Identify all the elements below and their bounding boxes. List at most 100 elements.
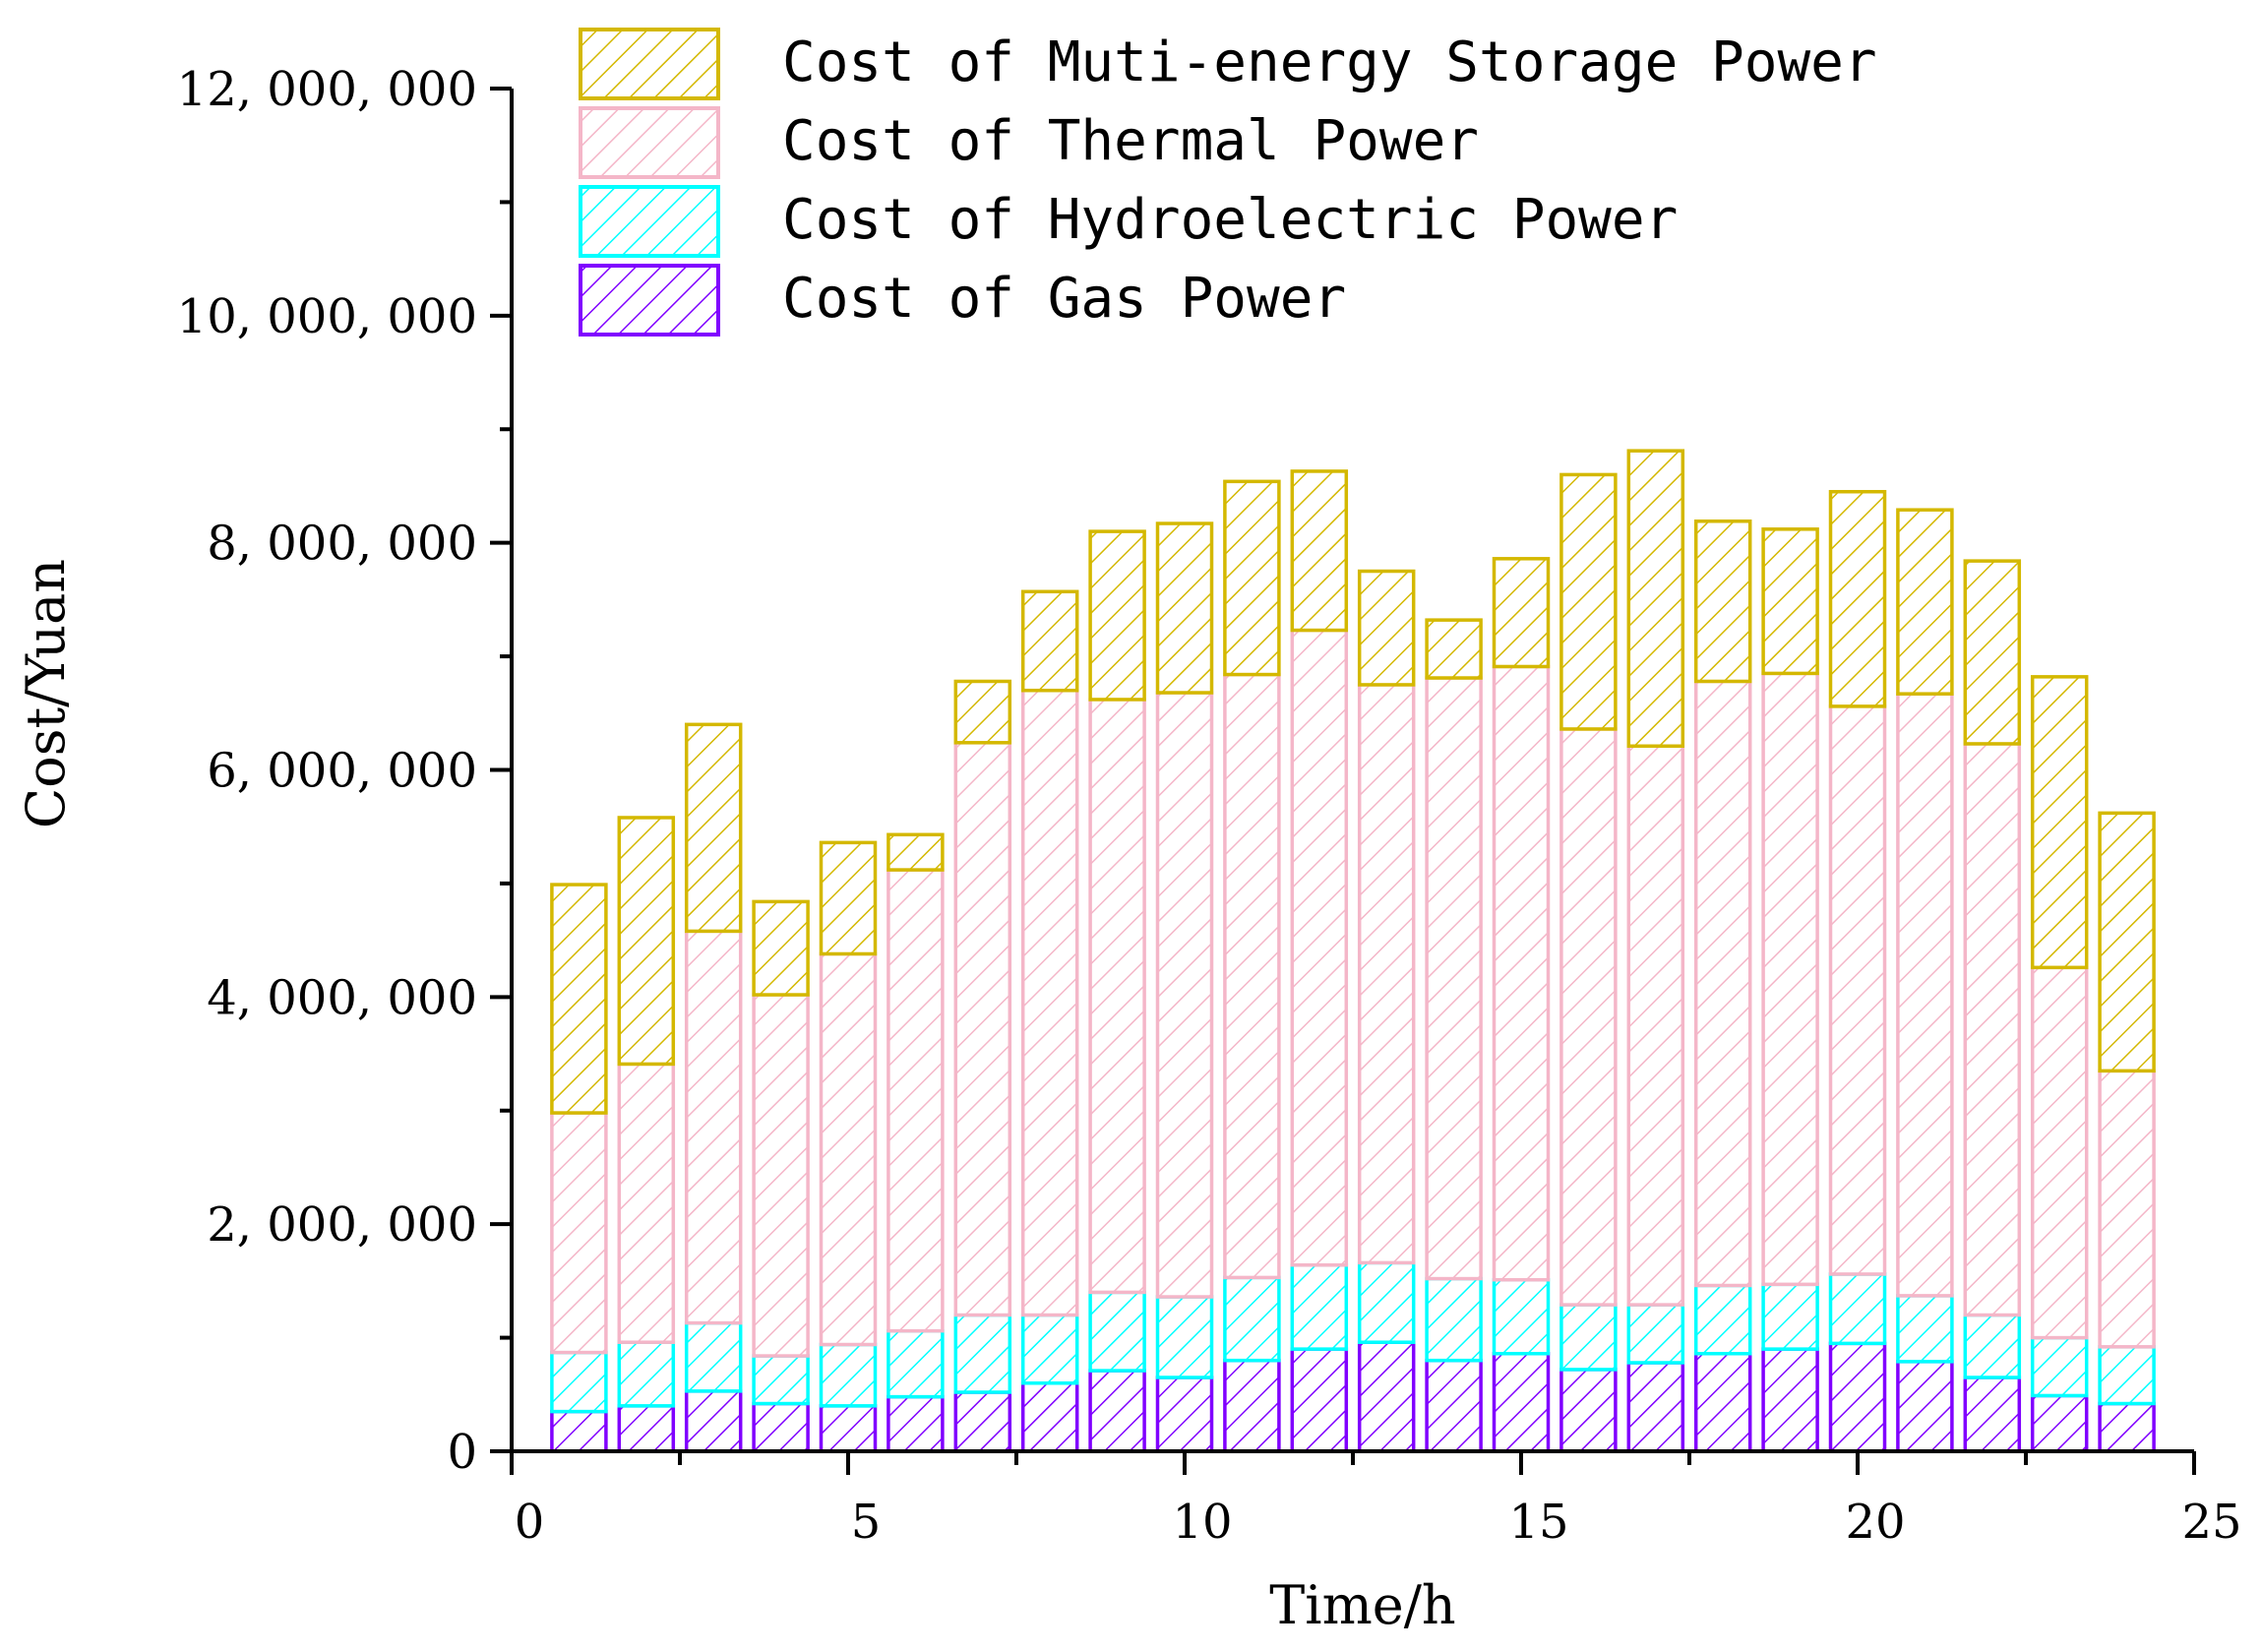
bar-cost-of-gas-powerh12 xyxy=(1290,1347,1349,1453)
x-axis-title: Time/h xyxy=(1269,1574,1455,1636)
bar-cost-of-gas-powerh3 xyxy=(684,1389,743,1453)
bar-cost-of-gas-powerh13 xyxy=(1357,1340,1416,1453)
bar-cost-of-muti-energy-storage-powerh21 xyxy=(1896,508,1954,696)
y-axis-title: Cost/Yuan xyxy=(15,559,77,828)
bar-cost-of-hydroelectric-powerh15 xyxy=(1492,1277,1551,1356)
bar-cost-of-hydroelectric-powerh6 xyxy=(886,1328,945,1399)
bar-cost-of-muti-energy-storage-powerh22 xyxy=(1963,559,2022,746)
bar-cost-of-gas-powerh1 xyxy=(550,1409,608,1453)
bar-cost-of-hydroelectric-powerh9 xyxy=(1088,1290,1146,1373)
bar-cost-of-muti-energy-storage-powerh3 xyxy=(684,722,743,934)
bar-cost-of-hydroelectric-powerh10 xyxy=(1155,1295,1214,1379)
bar-cost-of-hydroelectric-powerh20 xyxy=(1828,1272,1887,1346)
bar-cost-of-thermal-powerh14 xyxy=(1425,676,1483,1281)
x-tick-label: 25 xyxy=(2181,1495,2241,1550)
bar-cost-of-gas-powerh2 xyxy=(617,1404,676,1453)
bar-cost-of-muti-energy-storage-powerh4 xyxy=(752,899,810,997)
bar-cost-of-hydroelectric-powerh1 xyxy=(550,1350,608,1414)
bar-cost-of-muti-energy-storage-powerh16 xyxy=(1559,472,1618,731)
bar-cost-of-thermal-powerh9 xyxy=(1088,698,1146,1295)
bar-cost-of-muti-energy-storage-powerh2 xyxy=(617,816,676,1067)
bar-cost-of-hydroelectric-powerh11 xyxy=(1223,1275,1281,1363)
bar-cost-of-muti-energy-storage-powerh13 xyxy=(1357,569,1416,687)
y-tick-label: 8, 000, 000 xyxy=(207,517,477,572)
bar-cost-of-muti-energy-storage-powerh19 xyxy=(1761,527,1819,676)
bar-cost-of-muti-energy-storage-powerh18 xyxy=(1693,519,1752,684)
bar-cost-of-hydroelectric-powerh13 xyxy=(1357,1260,1416,1344)
legend-label: Cost of Muti-energy Storage Power xyxy=(782,31,1877,94)
bar-cost-of-gas-powerh24 xyxy=(2098,1401,2156,1453)
bar-cost-of-muti-energy-storage-powerh24 xyxy=(2098,811,2156,1073)
x-tick-label: 5 xyxy=(851,1495,882,1550)
bar-cost-of-hydroelectric-powerh4 xyxy=(752,1354,810,1406)
bar-cost-of-gas-powerh4 xyxy=(752,1401,810,1453)
bar-cost-of-hydroelectric-powerh12 xyxy=(1290,1262,1349,1351)
y-tick-label: 10, 000, 000 xyxy=(177,289,477,344)
bar-cost-of-thermal-powerh22 xyxy=(1963,742,2022,1317)
bar-cost-of-gas-powerh14 xyxy=(1425,1358,1483,1453)
bar-cost-of-gas-powerh8 xyxy=(1020,1381,1079,1453)
bar-cost-of-thermal-powerh16 xyxy=(1559,727,1618,1307)
bar-cost-of-muti-energy-storage-powerh7 xyxy=(953,679,1012,745)
bar-cost-of-muti-energy-storage-powerh5 xyxy=(819,840,878,956)
bar-cost-of-thermal-powerh12 xyxy=(1290,628,1349,1267)
bar-cost-of-thermal-powerh15 xyxy=(1492,664,1551,1282)
bar-cost-of-gas-powerh22 xyxy=(1963,1376,2022,1453)
bar-cost-of-thermal-powerh1 xyxy=(550,1111,608,1355)
y-tick-label: 4, 000, 000 xyxy=(207,970,477,1025)
x-tick-label: 10 xyxy=(1172,1495,1232,1550)
bar-cost-of-thermal-powerh6 xyxy=(886,868,945,1333)
bar-cost-of-thermal-powerh2 xyxy=(617,1062,676,1344)
legend-swatch xyxy=(579,106,720,179)
bar-cost-of-thermal-powerh4 xyxy=(752,993,810,1358)
y-tick-label: 0 xyxy=(447,1425,477,1480)
bar-cost-of-muti-energy-storage-powerh8 xyxy=(1020,589,1079,693)
bar-cost-of-gas-powerh5 xyxy=(819,1404,878,1453)
bar-cost-of-muti-energy-storage-powerh15 xyxy=(1492,557,1551,669)
legend-swatch xyxy=(579,28,720,100)
bar-cost-of-hydroelectric-powerh21 xyxy=(1896,1294,1954,1364)
bar-cost-of-gas-powerh10 xyxy=(1155,1376,1214,1453)
legend: Cost of Muti-energy Storage Power Cost of… xyxy=(579,28,1877,337)
bar-cost-of-hydroelectric-powerh8 xyxy=(1020,1313,1079,1385)
bar-cost-of-gas-powerh16 xyxy=(1559,1368,1618,1453)
bar-cost-of-thermal-powerh11 xyxy=(1223,672,1281,1280)
bar-cost-of-gas-powerh23 xyxy=(2030,1393,2089,1453)
bar-cost-of-hydroelectric-powerh16 xyxy=(1559,1303,1618,1372)
bar-cost-of-thermal-powerh18 xyxy=(1693,679,1752,1288)
bar-cost-of-hydroelectric-powerh7 xyxy=(953,1313,1012,1394)
y-tick-label: 2, 000, 000 xyxy=(207,1197,477,1253)
bar-cost-of-hydroelectric-powerh22 xyxy=(1963,1313,2022,1379)
bar-cost-of-hydroelectric-powerh2 xyxy=(617,1340,676,1408)
bar-cost-of-hydroelectric-powerh3 xyxy=(684,1320,743,1393)
bar-cost-of-thermal-powerh8 xyxy=(1020,688,1079,1317)
bar-cost-of-thermal-powerh19 xyxy=(1761,671,1819,1287)
axes-layer: 0 2, 000, 000 4, 000, 000 6, 000, 000 8, 000… xyxy=(177,62,2242,1550)
legend-label: Cost of Hydroelectric Power xyxy=(782,188,1678,252)
bar-cost-of-muti-energy-storage-powerh12 xyxy=(1290,469,1349,633)
bar-cost-of-hydroelectric-powerh23 xyxy=(2030,1335,2089,1398)
legend-swatch xyxy=(579,185,720,258)
legend-label: Cost of Thermal Power xyxy=(782,109,1479,173)
bar-cost-of-gas-powerh11 xyxy=(1223,1358,1281,1453)
bars-layer xyxy=(550,449,2156,1453)
bar-cost-of-muti-energy-storage-powerh20 xyxy=(1828,489,1887,708)
y-tick-label: 6, 000, 000 xyxy=(207,744,477,799)
bar-cost-of-hydroelectric-powerh19 xyxy=(1761,1282,1819,1351)
bar-cost-of-hydroelectric-powerh5 xyxy=(819,1342,878,1408)
bar-cost-of-thermal-powerh23 xyxy=(2030,965,2089,1340)
bar-cost-of-thermal-powerh7 xyxy=(953,741,1012,1317)
bar-cost-of-muti-energy-storage-powerh10 xyxy=(1155,521,1214,695)
bar-cost-of-hydroelectric-powerh14 xyxy=(1425,1276,1483,1363)
bar-cost-of-gas-powerh6 xyxy=(886,1394,945,1453)
bar-cost-of-gas-powerh17 xyxy=(1626,1361,1685,1453)
bar-cost-of-gas-powerh7 xyxy=(953,1390,1012,1453)
bar-cost-of-thermal-powerh24 xyxy=(2098,1069,2156,1349)
bar-cost-of-thermal-powerh3 xyxy=(684,929,743,1325)
bar-cost-of-gas-powerh18 xyxy=(1693,1351,1752,1453)
bar-cost-of-hydroelectric-powerh24 xyxy=(2098,1345,2156,1406)
bar-cost-of-muti-energy-storage-powerh1 xyxy=(550,883,608,1115)
bar-cost-of-hydroelectric-powerh17 xyxy=(1626,1303,1685,1365)
